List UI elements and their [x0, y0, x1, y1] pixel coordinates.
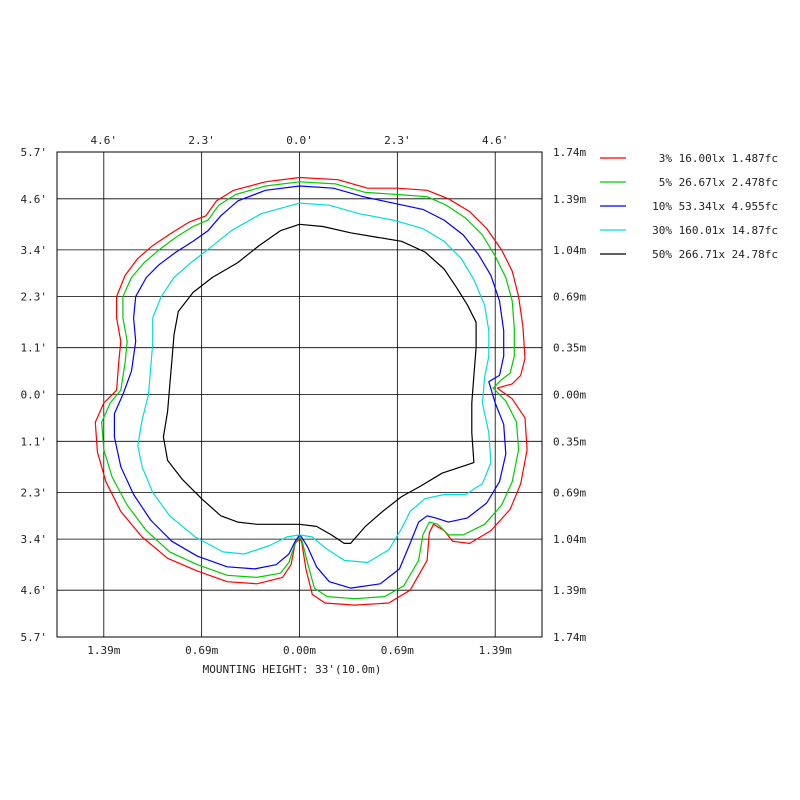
right-tick-label: 0.69m [553, 291, 586, 304]
bottom-tick-label: 0.69m [185, 644, 218, 657]
legend-label: 5% 26.67lx 2.478fc [659, 176, 778, 189]
bottom-tick-label: 0.69m [381, 644, 414, 657]
bottom-tick-label: 1.39m [87, 644, 120, 657]
legend-label: 10% 53.34lx 4.955fc [652, 200, 778, 213]
left-tick-label: 3.4' [21, 533, 48, 546]
right-tick-label: 0.35m [553, 342, 586, 355]
left-tick-label: 1.1' [21, 435, 48, 448]
right-tick-label: 0.69m [553, 486, 586, 499]
top-tick-label: 4.6' [482, 134, 509, 147]
left-tick-label: 3.4' [21, 244, 48, 257]
legend-label: 30% 160.01x 14.87fc [652, 224, 778, 237]
contour-line-4 [162, 223, 477, 544]
top-tick-labels: 4.6' 2.3' 0.0' 2.3' 4.6' [91, 134, 509, 147]
left-tick-label: 0.0' [21, 389, 48, 402]
bottom-tick-label: 0.00m [283, 644, 316, 657]
contour-line-1 [101, 181, 520, 600]
top-tick-label: 4.6' [91, 134, 118, 147]
legend: 3% 16.00lx 1.487fc 5% 26.67lx 2.478fc 10% … [600, 152, 778, 261]
left-tick-label: 4.6' [21, 193, 48, 206]
bottom-tick-label: 1.39m [479, 644, 512, 657]
contour-line-3 [137, 202, 492, 564]
contour-lines [94, 176, 528, 606]
contour-line-0 [94, 176, 528, 606]
top-tick-label: 2.3' [188, 134, 215, 147]
top-tick-label: 0.0' [286, 134, 313, 147]
plot-frame [56, 151, 543, 638]
right-tick-labels: 1.74m 1.39m 1.04m 0.69m 0.35m 0.00m 0.35m 0.69m… [553, 146, 586, 644]
right-tick-label: 1.39m [553, 584, 586, 597]
left-tick-label: 4.6' [21, 584, 48, 597]
right-tick-label: 1.04m [553, 244, 586, 257]
left-tick-label: 2.3' [21, 291, 48, 304]
right-tick-label: 1.39m [553, 193, 586, 206]
legend-label: 3% 16.00lx 1.487fc [659, 152, 778, 165]
left-tick-label: 5.7' [21, 631, 48, 644]
left-tick-labels: 5.7' 4.6' 3.4' 2.3' 1.1' 0.0' 1.1' 2.3' 3.4' 4.6'… [21, 146, 48, 644]
right-tick-label: 0.35m [553, 435, 586, 448]
bottom-tick-labels: 1.39m 0.69m 0.00m 0.69m 1.39m [87, 644, 512, 657]
right-tick-label: 1.74m [553, 631, 586, 644]
left-tick-label: 5.7' [21, 146, 48, 159]
left-tick-label: 2.3' [21, 486, 48, 499]
legend-label: 50% 266.71x 24.78fc [652, 248, 778, 261]
right-tick-label: 1.04m [553, 533, 586, 546]
left-tick-label: 1.1' [21, 342, 48, 355]
contour-line-2 [113, 185, 507, 589]
x-axis-label: MOUNTING HEIGHT: 33'(10.0m) [203, 663, 382, 676]
right-tick-label: 0.00m [553, 389, 586, 402]
top-tick-label: 2.3' [384, 134, 411, 147]
right-tick-label: 1.74m [553, 146, 586, 159]
